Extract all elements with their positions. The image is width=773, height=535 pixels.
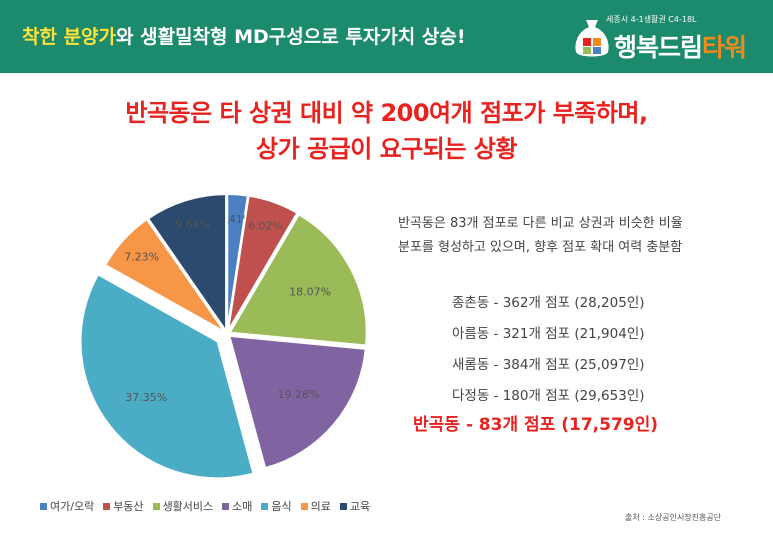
header-bar: 착한 분양가와 생활밀착형 MD구성으로 투자가치 상승! 세종시 4-1생활권… — [0, 0, 773, 73]
legend-swatch — [222, 502, 230, 510]
brand-logo: 세종시 4-1생활권 C4-18L 행복드림타워 — [572, 10, 764, 64]
legend-item: 소매 — [222, 498, 252, 514]
pie-slice — [228, 213, 368, 347]
logo-name-main: 행복드림 — [614, 33, 703, 62]
legend-item: 생활서비스 — [152, 498, 214, 514]
headline-line-2: 상가 공급이 요구되는 상황 — [256, 135, 517, 163]
legend-label: 생활서비스 — [162, 500, 214, 513]
legend-label: 의료 — [310, 500, 331, 513]
money-bag-icon — [575, 20, 609, 57]
legend-swatch — [103, 502, 111, 510]
stats-list: 종촌동 - 362개 점포 (28,205인) 아름동 - 321개 점포 (2… — [452, 288, 645, 412]
data-label: 6.02% — [248, 219, 283, 232]
chart-legend: 여가/오락 부동산 생활서비스 소매 음식 의료 교육 — [40, 498, 370, 514]
data-label: 37.35% — [125, 391, 167, 404]
source-note: 출처 : 소상공인시장진흥공단 — [625, 513, 722, 522]
data-label: 9.64% — [175, 218, 210, 231]
header-title: 착한 분양가와 생활밀착형 MD구성으로 투자가치 상승! — [22, 22, 466, 49]
headline-line-1: 반곡동은 타 상권 대비 약 200여개 점포가 부족하며, — [125, 99, 648, 127]
legend-swatch — [300, 502, 308, 510]
legend-label: 여가/오락 — [50, 500, 95, 513]
data-label: 19.28% — [277, 388, 319, 401]
legend-item: 음식 — [261, 498, 292, 514]
legend-label: 교육 — [349, 500, 371, 513]
pie-slice — [79, 273, 255, 480]
stat-row: 종촌동 - 362개 점포 (28,205인) — [452, 295, 645, 311]
stat-row: 새롬동 - 384개 점포 (25,097인) — [452, 357, 645, 373]
legend-swatch — [261, 502, 269, 510]
logo-name-accent: 타워 — [702, 33, 747, 62]
data-label: 18.07% — [289, 285, 331, 298]
description-line-2: 분포를 형성하고 있으며, 향후 점포 확대 여력 충분함 — [398, 240, 683, 255]
stat-row: 다정동 - 180개 점포 (29,653인) — [452, 388, 645, 404]
legend-item: 부동산 — [103, 498, 144, 514]
header-title-highlight: 착한 분양가 — [22, 26, 117, 48]
legend-item: 교육 — [339, 498, 371, 514]
legend-label: 소매 — [232, 500, 253, 513]
description-line-1: 반곡동은 83개 점포로 다른 비교 상권과 비슷한 비율 — [398, 216, 683, 231]
legend-swatch — [40, 502, 47, 510]
legend-label: 부동산 — [113, 500, 144, 513]
description: 반곡동은 83개 점포로 다른 비교 상권과 비슷한 비율 분포를 형성하고 있… — [398, 212, 758, 260]
legend-swatch — [152, 502, 160, 510]
legend-swatch — [339, 502, 347, 510]
pie-slice — [146, 193, 228, 335]
legend-item: 여가/오락 — [40, 498, 94, 514]
legend-label: 음식 — [271, 500, 292, 513]
header-title-rest: 와 생활밀착형 MD구성으로 투자가치 상승! — [116, 26, 466, 48]
data-label: 7.23% — [124, 250, 159, 263]
logo-subtext: 세종시 4-1생활권 C4-18L — [606, 15, 697, 24]
highlight-stat: 반곡동 - 83개 점포 (17,579인) — [413, 415, 659, 435]
legend-item: 의료 — [300, 498, 331, 514]
pie-chart: 2.41%6.02%18.07%19.28%37.35%7.23%9.64% — [79, 193, 368, 480]
logo-name: 행복드림타워 — [614, 28, 747, 64]
pie-slice — [227, 334, 367, 470]
stat-row: 아름동 - 321개 점포 (21,904인) — [452, 326, 645, 342]
pie-slice — [227, 194, 299, 332]
pie-slice — [103, 217, 226, 333]
